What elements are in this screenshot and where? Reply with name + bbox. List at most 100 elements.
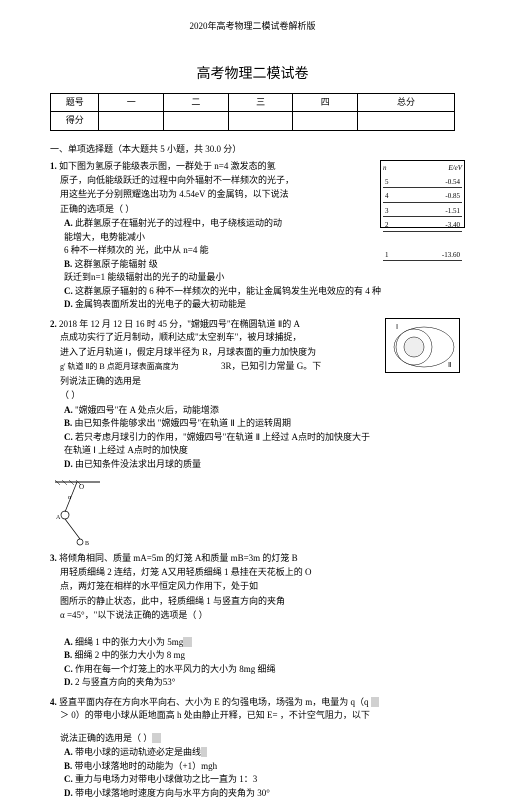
level-n: 1 bbox=[385, 250, 389, 261]
cell: 得分 bbox=[51, 112, 99, 131]
option-d: D. 2 与竖直方向的夹角为53° bbox=[64, 676, 455, 690]
cell bbox=[99, 112, 164, 131]
question-text: 点，两灯笼在相样的水平恒定风力作用下，处于如 bbox=[50, 580, 455, 594]
option-text: 这群氢原子能辐射 级 bbox=[75, 259, 158, 269]
diagram-label: n bbox=[383, 163, 387, 174]
lantern-diagram: O α A B bbox=[50, 477, 105, 552]
table-row: 得分 bbox=[51, 112, 455, 131]
svg-text:O: O bbox=[79, 483, 84, 491]
option-c: C. 这群氢原子辐射的 6 种不一样频次的光中，能让金属钨发生光电效应的有 4 … bbox=[64, 285, 455, 299]
question-text: 竖直平面内存在方向水平向右、大小为 E 的匀强电场，场强为 m，电量为 q（q bbox=[59, 697, 369, 707]
score-table: 题号 一 二 三 四 总分 得分 bbox=[50, 93, 455, 131]
cell: 三 bbox=[228, 93, 293, 112]
question-text: 用轻质细绳 2 连结，灯笼 A又用轻质细绳 1 悬挂在天花板上的 O bbox=[50, 566, 455, 580]
level-e: -3.40 bbox=[445, 220, 460, 231]
option-text: 由已知条件没法求出月球的质量 bbox=[75, 459, 201, 469]
highlight-box bbox=[183, 637, 192, 647]
cell: 一 bbox=[99, 93, 164, 112]
option-text: 此群氢原子在辐射光子的过程中，电子绕核运动的动 bbox=[75, 218, 282, 228]
option-text: 带电小球落地时的动能为（+1）mgh bbox=[75, 761, 218, 771]
option-text: 重力与电场力对带电小球做功之比一直为 1：3 bbox=[75, 774, 257, 784]
question-1: n E/eV 5-0.54 4-0.85 3-1.51 2-3.40 1-13.… bbox=[50, 160, 455, 312]
option-text: "嫦娥四号"在 A 处点火后，动能增添 bbox=[75, 405, 219, 415]
option-a: A. 带电小球的运动轨迹必定是曲线 bbox=[64, 746, 455, 760]
option-b: B. 带电小球落地时的动能为（+1）mgh bbox=[64, 760, 455, 774]
highlight-box bbox=[201, 747, 207, 757]
question-4: 4. 竖直平面内存在方向水平向右、大小为 E 的匀强电场，场强为 m，电量为 q… bbox=[50, 696, 455, 800]
energy-level-diagram: n E/eV 5-0.54 4-0.85 3-1.51 2-3.40 1-13.… bbox=[380, 160, 465, 228]
option-c: C. 重力与电场力对带电小球做功之比一直为 1：3 bbox=[64, 773, 455, 787]
question-number: 3. bbox=[50, 553, 57, 563]
option-a: A. 细绳 1 中的张力大小为 5mg bbox=[64, 636, 455, 650]
lantern-svg: O α A B bbox=[50, 477, 105, 552]
diagram-label: E/eV bbox=[448, 163, 462, 174]
highlight-box bbox=[371, 697, 380, 707]
level-n: 5 bbox=[385, 177, 389, 188]
cell: 四 bbox=[293, 93, 358, 112]
question-text: 2018 年 12 月 12 日 16 时 45 分，"嫦娥四号"在椭圆轨道 Ⅱ… bbox=[59, 319, 300, 329]
option-text: 作用在每一个灯笼上的水平风力的大小为 8mg 细绳 bbox=[75, 664, 276, 674]
question-text: 说法正确的选用是（ ） bbox=[50, 732, 455, 746]
question-text: 列说法正确的选用是 bbox=[50, 375, 455, 389]
question-text: α =45°，"以下说法正确的选项是（ ） bbox=[50, 609, 455, 623]
option-d: D. 由已知条件没法求出月球的质量 bbox=[64, 458, 455, 472]
svg-text:A: A bbox=[56, 515, 61, 521]
option-text: 这群氢原子辐射的 6 种不一样频次的光中，能让金属钨发生光电效应的有 4 种 bbox=[75, 286, 381, 296]
option-text: 带电小球的运动轨迹必定是曲线 bbox=[75, 747, 201, 757]
option-d: D. 金属钨表面所发出的光电子的最大初动能是 bbox=[64, 298, 455, 312]
option-text: 2 与竖直方向的夹角为53° bbox=[75, 677, 175, 687]
level-e: -0.85 bbox=[445, 191, 460, 202]
paper-title: 高考物理二模试卷 bbox=[50, 64, 455, 85]
option-c-cont: 在轨道 Ⅰ 上经过 A点时的加快度 bbox=[64, 444, 455, 458]
question-text: ＞ 0）的带电小球从距地面高 h 处由静止开释，已知 E= ，不计空气阻力，以下 bbox=[50, 709, 455, 723]
text-part: g' 轨道 Ⅱ的 B 点距月球表面高度为 bbox=[60, 362, 179, 371]
text-part: 3R，已知引力常量 G。下 bbox=[221, 361, 321, 371]
option-b: B. 由已知条件能够求出 "嫦娥四号"在轨道 Ⅱ 上的运转周期 bbox=[64, 417, 455, 431]
question-text: 图所示的静止状态，此中，轻质细绳 1 与竖直方向的夹角 bbox=[50, 595, 455, 609]
svg-text:Ⅱ: Ⅱ bbox=[448, 361, 451, 369]
option-text: 金属钨表面所发出的光电子的最大初动能是 bbox=[75, 299, 246, 309]
option-c: C. 作用在每一个灯笼上的水平风力的大小为 8mg 细绳 bbox=[64, 663, 455, 677]
cell: 二 bbox=[164, 93, 229, 112]
option-d: D. 带电小球落地时速度方向与水平方向的夹角为 30° bbox=[64, 787, 455, 800]
level-n: 4 bbox=[385, 191, 389, 202]
level-e: -13.60 bbox=[442, 250, 460, 261]
highlight-box bbox=[152, 733, 161, 743]
question-3: O α A B 3. 将倾角相同、质量 mA=5m 的灯笼 A和质量 mB=3m… bbox=[50, 477, 455, 690]
cell bbox=[228, 112, 293, 131]
option-a: A. "嫦娥四号"在 A 处点火后，动能增添 bbox=[64, 404, 455, 418]
option-text: 细绳 2 中的张力大小为 8 mg bbox=[75, 650, 186, 660]
orbit-diagram: Ⅰ Ⅱ bbox=[385, 318, 460, 373]
option-text: 由已知条件能够求出 "嫦娥四号"在轨道 Ⅱ 上的运转周期 bbox=[75, 418, 292, 428]
svg-text:B: B bbox=[85, 541, 89, 547]
question-number: 1. bbox=[50, 161, 57, 171]
question-number: 4. bbox=[50, 697, 57, 707]
cell bbox=[293, 112, 358, 131]
option-text: 若只考虑月球引力的作用，"嫦娥四号"在轨道 Ⅱ 上经过 A点时的加快度大于 bbox=[75, 432, 370, 442]
option-c: C. 若只考虑月球引力的作用，"嫦娥四号"在轨道 Ⅱ 上经过 A点时的加快度大于 bbox=[64, 431, 455, 445]
option-text: 6 种不一样频次的 光，此中从 n=4 能 bbox=[64, 245, 209, 255]
cell: 总分 bbox=[358, 93, 455, 112]
question-text: 将倾角相同、质量 mA=5m 的灯笼 A和质量 mB=3m 的灯笼 B bbox=[59, 553, 298, 563]
option-text: 带电小球落地时速度方向与水平方向的夹角为 30° bbox=[75, 788, 270, 798]
level-e: -1.51 bbox=[445, 206, 460, 217]
cell bbox=[164, 112, 229, 131]
question-number: 2. bbox=[50, 319, 57, 329]
level-n: 3 bbox=[385, 206, 389, 217]
option-text: 细绳 1 中的张力大小为 5mg bbox=[75, 637, 183, 647]
svg-text:Ⅰ: Ⅰ bbox=[396, 323, 398, 331]
option-b: B. 细绳 2 中的张力大小为 8 mg bbox=[64, 649, 455, 663]
text-part: 说法正确的选用是（ ） bbox=[60, 733, 152, 743]
table-row: 题号 一 二 三 四 总分 bbox=[51, 93, 455, 112]
question-text: （ ） bbox=[50, 389, 455, 403]
orbit-svg: Ⅰ Ⅱ bbox=[386, 319, 461, 374]
page-header: 2020年高考物理二模试卷解析版 bbox=[50, 20, 455, 34]
cell bbox=[358, 112, 455, 131]
level-e: -0.54 bbox=[445, 177, 460, 188]
cell: 题号 bbox=[51, 93, 99, 112]
level-n: 2 bbox=[385, 220, 389, 231]
question-2: Ⅰ Ⅱ 2. 2018 年 12 月 12 日 16 时 45 分，"嫦娥四号"… bbox=[50, 318, 455, 472]
question-text: 如下图为氢原子能级表示图，一群处于 n=4 激发态的氢 bbox=[59, 161, 276, 171]
section-header: 一、单项选择题（本大题共 5 小题，共 30.0 分） bbox=[50, 143, 455, 157]
option-b-cont2: 跃迁到n=1 能级辐射出的光子的动量最小 bbox=[64, 271, 455, 285]
